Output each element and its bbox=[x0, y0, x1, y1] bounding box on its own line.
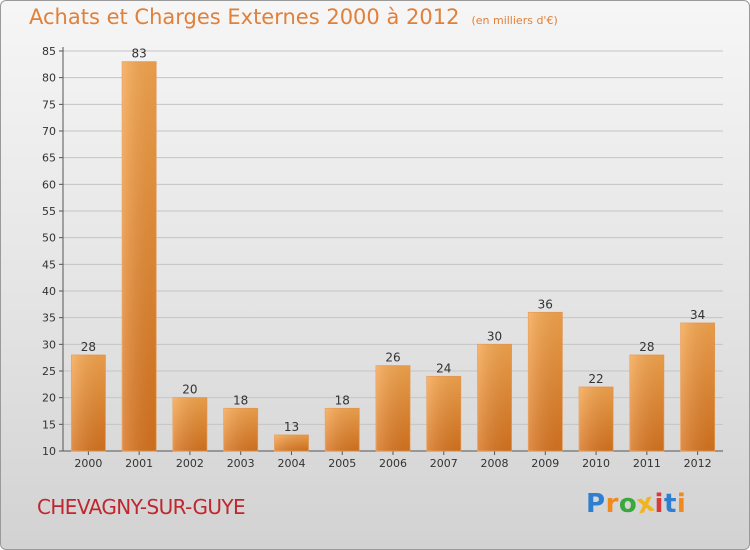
y-tick-label: 10 bbox=[42, 445, 56, 458]
y-tick-label: 20 bbox=[42, 392, 56, 405]
x-tick-label: 2011 bbox=[633, 457, 661, 470]
bar-highlight bbox=[223, 408, 258, 451]
x-tick-label: 2008 bbox=[481, 457, 509, 470]
x-tick-label: 2002 bbox=[176, 457, 204, 470]
y-tick-label: 75 bbox=[42, 98, 56, 111]
bar-value-label: 24 bbox=[436, 361, 451, 375]
bar-highlight bbox=[325, 408, 360, 451]
x-tick-label: 2009 bbox=[531, 457, 559, 470]
bar-highlight bbox=[376, 365, 410, 451]
y-tick-label: 35 bbox=[42, 312, 56, 325]
x-tick-label: 2001 bbox=[125, 457, 153, 470]
bar-highlight bbox=[629, 355, 664, 451]
x-tick-label: 2007 bbox=[430, 457, 458, 470]
y-tick-label: 50 bbox=[42, 232, 56, 245]
y-tick-label: 70 bbox=[42, 125, 56, 138]
bars bbox=[70, 61, 716, 452]
x-tick-label: 2003 bbox=[227, 457, 255, 470]
y-tick-label: 45 bbox=[42, 258, 56, 271]
bar-highlight bbox=[122, 61, 157, 452]
bar-highlight bbox=[579, 387, 614, 451]
logo-letter: P bbox=[586, 489, 606, 519]
bar-value-label: 34 bbox=[690, 308, 705, 322]
y-tick-label: 30 bbox=[42, 338, 56, 351]
bar-highlight bbox=[528, 312, 563, 451]
y-tick-label: 55 bbox=[42, 205, 56, 218]
chart-title-text: Achats et Charges Externes 2000 à 2012 bbox=[29, 5, 460, 29]
bar-value-label: 18 bbox=[335, 393, 350, 407]
bar-highlight bbox=[172, 397, 207, 451]
bar-value-label: 18 bbox=[233, 393, 248, 407]
y-tick-label: 25 bbox=[42, 365, 56, 378]
x-tick-label: 2005 bbox=[328, 457, 356, 470]
logo-letter: i bbox=[654, 489, 664, 519]
x-tick-label: 2004 bbox=[277, 457, 305, 470]
bar-value-label: 30 bbox=[487, 329, 502, 343]
bar-value-label: 28 bbox=[639, 340, 654, 354]
bar-value-label: 20 bbox=[182, 383, 197, 397]
bar-highlight bbox=[680, 323, 715, 451]
location-name: CHEVAGNY-SUR-GUYE bbox=[37, 495, 246, 519]
x-tick-label: 2012 bbox=[684, 457, 712, 470]
logo-letter: r bbox=[605, 489, 619, 519]
bar-highlight bbox=[71, 355, 106, 451]
x-tick-label: 2006 bbox=[379, 457, 407, 470]
bar-value-label: 28 bbox=[81, 340, 96, 354]
y-tick-label: 80 bbox=[42, 72, 56, 85]
y-tick-label: 40 bbox=[42, 285, 56, 298]
y-tick-label: 60 bbox=[42, 178, 56, 191]
chart-title: Achats et Charges Externes 2000 à 2012 (e… bbox=[29, 5, 558, 29]
data-labels: 28 2000 83 2001 20 2002 18 2003 13 2004 18 2005 26 20… bbox=[74, 47, 711, 470]
y-tick-label: 85 bbox=[42, 45, 56, 58]
bar-value-label: 22 bbox=[588, 372, 603, 386]
bar-value-label: 13 bbox=[284, 420, 299, 434]
bar-highlight bbox=[274, 435, 309, 451]
logo-letter: o bbox=[618, 489, 638, 519]
logo-letter: t bbox=[663, 489, 677, 519]
bar-value-label: 26 bbox=[385, 351, 400, 365]
bar-highlight bbox=[477, 344, 512, 451]
x-tick-label: 2000 bbox=[74, 457, 102, 470]
bar-highlight bbox=[426, 376, 461, 451]
x-tick-label: 2010 bbox=[582, 457, 610, 470]
logo-letter: i bbox=[676, 489, 687, 519]
bar-value-label: 36 bbox=[538, 297, 553, 311]
y-tick-label: 15 bbox=[42, 418, 56, 431]
proxiti-logo: Proxiti bbox=[586, 488, 687, 521]
bar-value-label: 83 bbox=[132, 47, 147, 61]
chart-subtitle: (en milliers d'€) bbox=[471, 14, 558, 27]
y-tick-label: 65 bbox=[42, 152, 56, 165]
